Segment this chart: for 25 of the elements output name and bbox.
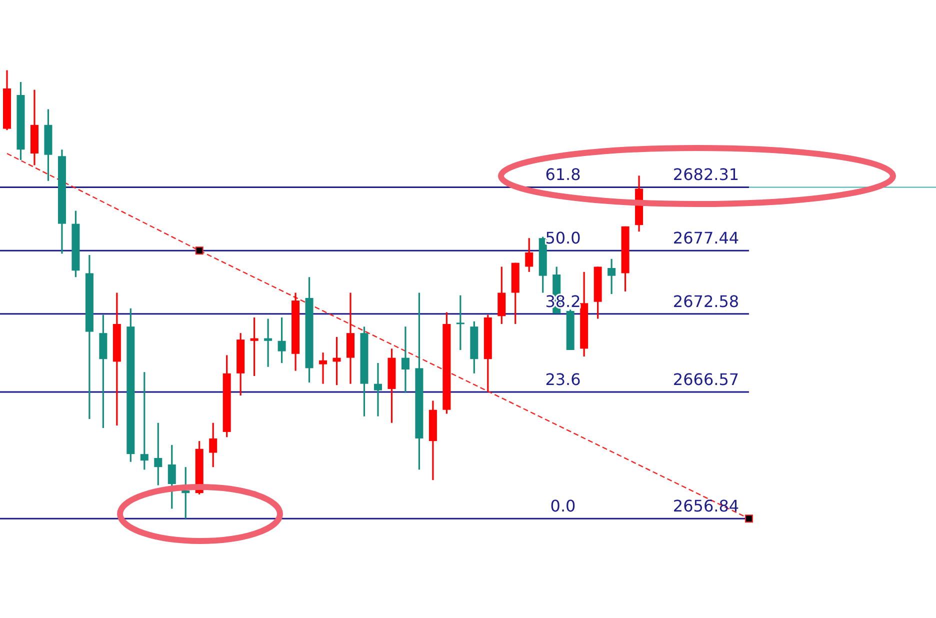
candlestick [374,362,382,418]
ref-line-label: 2666.57 [672,370,740,390]
annotation: 50.0 [545,228,581,248]
ref-line-label: 2656.84 [672,496,740,516]
candlestick [182,466,190,520]
candlestick [498,266,506,325]
candlestick [401,326,410,394]
candlestick [168,444,176,510]
candlestick [319,352,328,385]
annotation: 0.0 [550,496,576,516]
candlestick [278,316,286,364]
candlestick [608,258,616,295]
candlestick [525,237,534,273]
candlestick [209,422,218,468]
ref-line-label: 2682.31 [672,165,740,184]
candlestick [332,336,341,386]
annotation: 61.8 [545,165,581,184]
candlestick [140,371,148,470]
candlestick [250,316,258,377]
candlestick [456,294,464,351]
ref-line-label: 2677.44 [672,228,740,248]
ref-line-label: 2672.58 [672,292,740,311]
candlestick [264,318,272,368]
annotation: 23.6 [545,370,581,390]
candlestick [154,422,162,486]
